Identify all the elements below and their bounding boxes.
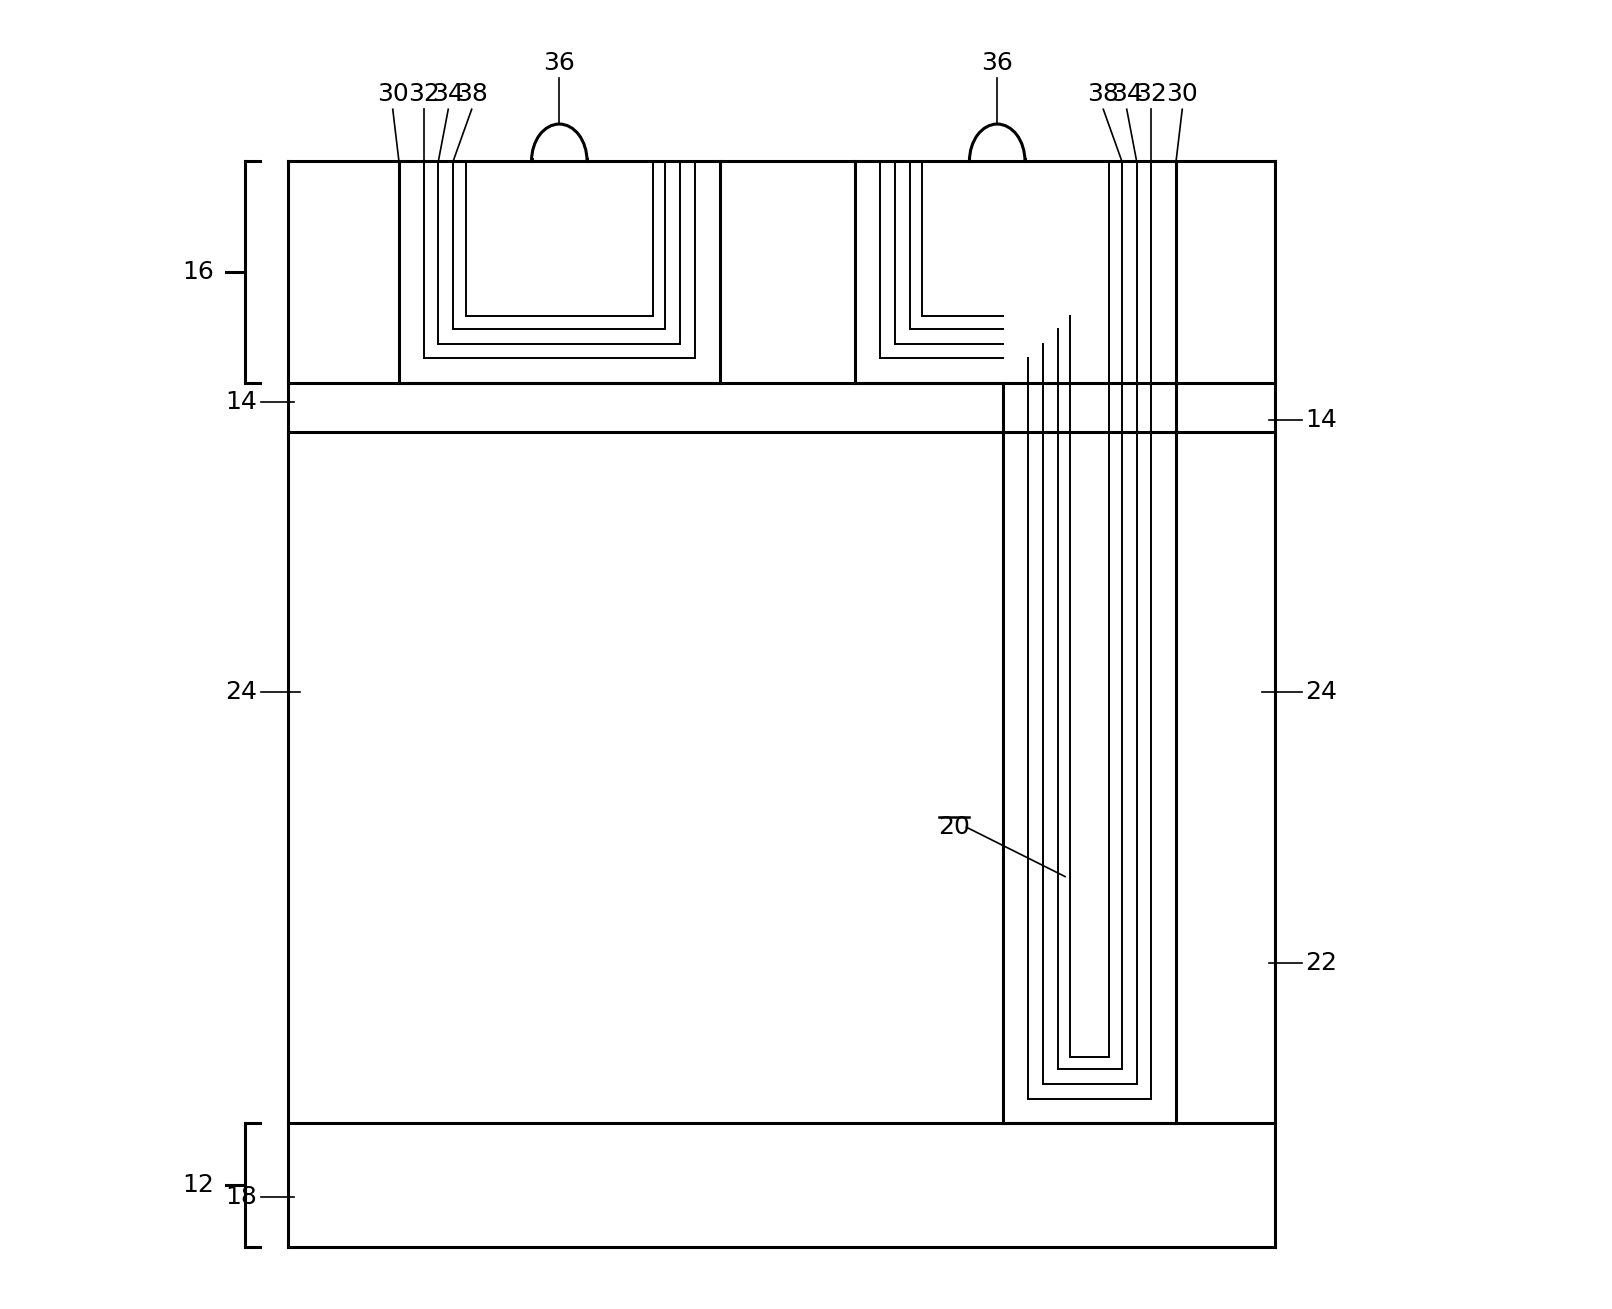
Polygon shape xyxy=(1070,317,1109,1056)
Polygon shape xyxy=(895,329,1003,344)
Polygon shape xyxy=(398,359,719,384)
Polygon shape xyxy=(1057,317,1070,1056)
Polygon shape xyxy=(438,329,680,344)
Text: 14: 14 xyxy=(226,390,256,414)
Text: 34: 34 xyxy=(432,81,464,106)
Polygon shape xyxy=(1136,161,1151,1098)
Polygon shape xyxy=(666,161,680,329)
Text: 38: 38 xyxy=(456,81,488,106)
Text: 12: 12 xyxy=(182,1173,214,1196)
Text: 30: 30 xyxy=(1167,81,1198,106)
Text: 24: 24 xyxy=(226,679,256,703)
Text: 20: 20 xyxy=(938,816,970,839)
Polygon shape xyxy=(1109,161,1122,1069)
Text: 14: 14 xyxy=(1306,408,1338,432)
Polygon shape xyxy=(289,432,1275,1123)
Polygon shape xyxy=(466,161,653,317)
Polygon shape xyxy=(1070,1056,1122,1069)
Polygon shape xyxy=(1122,161,1136,1084)
Polygon shape xyxy=(398,161,424,359)
Text: 36: 36 xyxy=(982,51,1014,75)
Polygon shape xyxy=(856,161,1177,1123)
Polygon shape xyxy=(438,161,453,329)
Text: 32: 32 xyxy=(1135,81,1167,106)
Text: 16: 16 xyxy=(182,260,214,284)
Polygon shape xyxy=(398,161,719,384)
Polygon shape xyxy=(1043,329,1057,1069)
Polygon shape xyxy=(922,161,1109,317)
Text: 36: 36 xyxy=(543,51,575,75)
Polygon shape xyxy=(1057,1069,1136,1084)
Polygon shape xyxy=(453,161,466,317)
Polygon shape xyxy=(856,359,1003,384)
Polygon shape xyxy=(909,161,922,329)
Polygon shape xyxy=(880,344,1003,359)
Text: 38: 38 xyxy=(1088,81,1119,106)
Polygon shape xyxy=(680,161,695,344)
Polygon shape xyxy=(695,161,719,359)
Polygon shape xyxy=(453,317,666,329)
Polygon shape xyxy=(1028,1098,1177,1123)
Polygon shape xyxy=(289,161,1275,1246)
Text: 22: 22 xyxy=(1306,950,1338,975)
Text: 18: 18 xyxy=(226,1185,256,1210)
Polygon shape xyxy=(289,161,1275,384)
Text: 24: 24 xyxy=(1306,679,1338,703)
Polygon shape xyxy=(1151,161,1177,1123)
Polygon shape xyxy=(424,344,695,359)
Polygon shape xyxy=(909,317,1003,329)
Polygon shape xyxy=(856,161,880,384)
Polygon shape xyxy=(880,161,895,359)
Polygon shape xyxy=(424,161,438,344)
Polygon shape xyxy=(1003,359,1028,1098)
Text: 34: 34 xyxy=(1111,81,1143,106)
Text: 30: 30 xyxy=(377,81,408,106)
Polygon shape xyxy=(895,161,909,344)
Text: 32: 32 xyxy=(408,81,440,106)
Polygon shape xyxy=(653,161,666,317)
Polygon shape xyxy=(1043,1084,1151,1098)
Polygon shape xyxy=(289,1123,1275,1246)
Polygon shape xyxy=(289,384,1275,432)
Polygon shape xyxy=(1028,344,1043,1084)
